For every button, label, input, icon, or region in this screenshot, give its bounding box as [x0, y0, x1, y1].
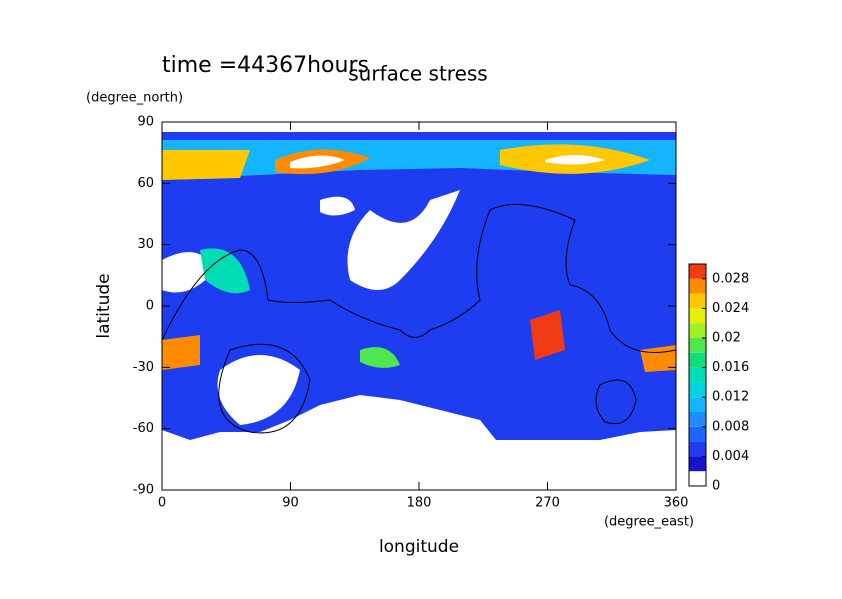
chart-title: surface stress — [348, 62, 487, 86]
colorbar-segment — [689, 441, 706, 457]
x-tick-label: 180 — [407, 496, 432, 511]
colorbar-tick-label: 0.024 — [712, 301, 749, 316]
colorbar-segment — [689, 367, 706, 383]
y-unit: (degree_north) — [86, 91, 183, 106]
colorbar-segment — [689, 412, 706, 427]
y-tick-label: -30 — [133, 360, 154, 375]
contour-field — [162, 132, 676, 490]
colorbar-segment — [689, 264, 706, 279]
colorbar-frame — [688, 263, 707, 487]
x-tick-label: 0 — [158, 496, 166, 511]
colorbar-segment — [689, 456, 706, 472]
colorbar-segment — [689, 308, 706, 324]
x-axis-label: longitude — [379, 537, 459, 557]
colorbar-tick-label: 0.004 — [712, 449, 749, 464]
y-tick-label: -60 — [133, 421, 154, 436]
y-tick-label: 90 — [137, 115, 154, 130]
x-tick-label: 90 — [282, 496, 299, 511]
colorbar-tick-label: 0 — [712, 479, 720, 494]
colorbar-segment — [689, 323, 706, 338]
colorbar-tick-label: 0.012 — [712, 390, 749, 405]
y-tick-label: -90 — [133, 483, 154, 498]
colorbar-segment — [689, 278, 706, 294]
colorbar-segment — [689, 471, 706, 486]
colorbar-tick-label: 0.02 — [712, 331, 741, 346]
x-unit: (degree_east) — [604, 515, 694, 530]
colorbar-tick-label: 0.016 — [712, 360, 749, 375]
colorbar-segment — [689, 382, 706, 398]
colorbar-tick-label: 0.028 — [712, 271, 749, 286]
colorbar-segment — [689, 352, 706, 368]
x-tick-label: 270 — [535, 496, 560, 511]
time-label: time =44367hours — [162, 53, 369, 78]
y-tick-label: 30 — [137, 237, 154, 252]
y-axis-label: latitude — [94, 273, 114, 338]
colorbar-segment — [689, 397, 706, 412]
x-tick-label: 360 — [664, 496, 689, 511]
y-tick-label: 0 — [146, 299, 154, 314]
colorbar-segment — [689, 338, 706, 353]
colorbar-tick-label: 0.008 — [712, 419, 749, 434]
colorbar-segment — [689, 426, 706, 442]
colorbar-segment — [689, 293, 706, 309]
coastline — [162, 203, 676, 434]
y-tick-label: 60 — [137, 176, 154, 191]
